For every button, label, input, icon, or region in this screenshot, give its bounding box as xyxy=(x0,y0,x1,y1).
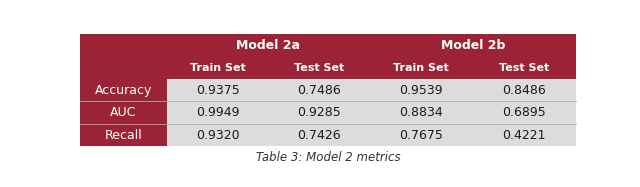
Text: 0.6895: 0.6895 xyxy=(502,106,546,119)
Text: 0.9949: 0.9949 xyxy=(196,106,239,119)
Bar xyxy=(269,124,370,146)
Bar xyxy=(269,79,370,101)
Text: Train Set: Train Set xyxy=(393,63,449,73)
Text: 0.9375: 0.9375 xyxy=(196,84,239,97)
Text: Test Set: Test Set xyxy=(294,63,344,73)
Text: 0.4221: 0.4221 xyxy=(502,128,546,142)
Bar xyxy=(80,79,167,101)
Text: Model 2b: Model 2b xyxy=(441,39,505,52)
Text: 0.9320: 0.9320 xyxy=(196,128,239,142)
Text: 0.9285: 0.9285 xyxy=(298,106,341,119)
Text: Model 2a: Model 2a xyxy=(237,39,301,52)
Text: 0.7486: 0.7486 xyxy=(298,84,341,97)
Bar xyxy=(167,124,269,146)
Text: 0.7675: 0.7675 xyxy=(399,128,443,142)
Bar xyxy=(370,101,472,124)
Text: 0.8834: 0.8834 xyxy=(399,106,443,119)
Text: 0.7426: 0.7426 xyxy=(298,128,341,142)
Bar xyxy=(370,79,472,101)
Text: Accuracy: Accuracy xyxy=(95,84,152,97)
Text: Test Set: Test Set xyxy=(499,63,549,73)
Bar xyxy=(472,101,576,124)
Text: 0.9539: 0.9539 xyxy=(399,84,443,97)
Text: Train Set: Train Set xyxy=(190,63,246,73)
Bar xyxy=(472,124,576,146)
Bar xyxy=(80,56,576,79)
Bar xyxy=(80,124,167,146)
Text: AUC: AUC xyxy=(110,106,136,119)
Bar xyxy=(80,101,167,124)
Text: Recall: Recall xyxy=(104,128,142,142)
Bar xyxy=(370,124,472,146)
Bar xyxy=(80,34,576,56)
Bar xyxy=(167,101,269,124)
Text: Table 3: Model 2 metrics: Table 3: Model 2 metrics xyxy=(256,151,400,164)
Bar xyxy=(167,79,269,101)
Bar xyxy=(269,101,370,124)
Text: 0.8486: 0.8486 xyxy=(502,84,546,97)
Bar xyxy=(472,79,576,101)
